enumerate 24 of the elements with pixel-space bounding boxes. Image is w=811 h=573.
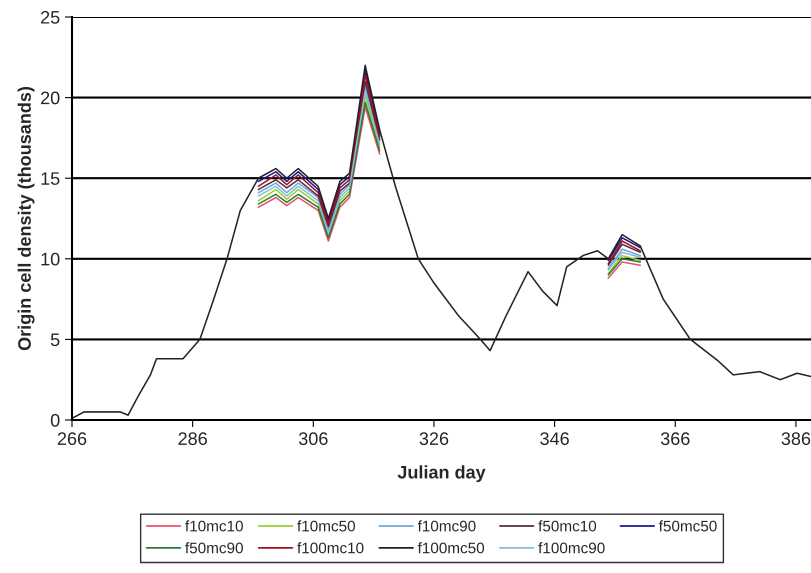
y-tick-label: 20 [41, 92, 60, 104]
x-tick-label: 306 [298, 432, 328, 446]
y-tick-label: 25 [41, 10, 60, 24]
legend-label: f100mc50 [418, 542, 484, 554]
y-tick-label: 15 [41, 172, 60, 185]
x-tick-label: 346 [540, 432, 569, 446]
x-tick-label: 386 [782, 432, 810, 446]
legend-label: f50mc10 [538, 520, 596, 532]
x-tick-label: 366 [660, 432, 690, 446]
y-tick-label: 0 [50, 414, 60, 427]
y-tick-label: 10 [41, 252, 60, 266]
x-tick-label: 326 [420, 432, 448, 446]
x-axis-title: Julian day [398, 465, 486, 482]
y-axis-title: Origin cell density (thousands) [18, 86, 35, 350]
legend-label: f100mc10 [297, 542, 364, 554]
x-tick-label: 266 [58, 432, 86, 446]
x-tick-label: 286 [178, 432, 207, 446]
legend-label: f100mc90 [538, 542, 605, 554]
legend-label: f50mc50 [658, 520, 717, 532]
legend-label: f10mc50 [297, 520, 356, 532]
y-tick-label: 5 [50, 334, 60, 346]
legend-label: f10mc10 [185, 520, 243, 532]
legend-label: f10mc90 [418, 520, 476, 532]
legend-label: f50mc90 [185, 542, 243, 554]
